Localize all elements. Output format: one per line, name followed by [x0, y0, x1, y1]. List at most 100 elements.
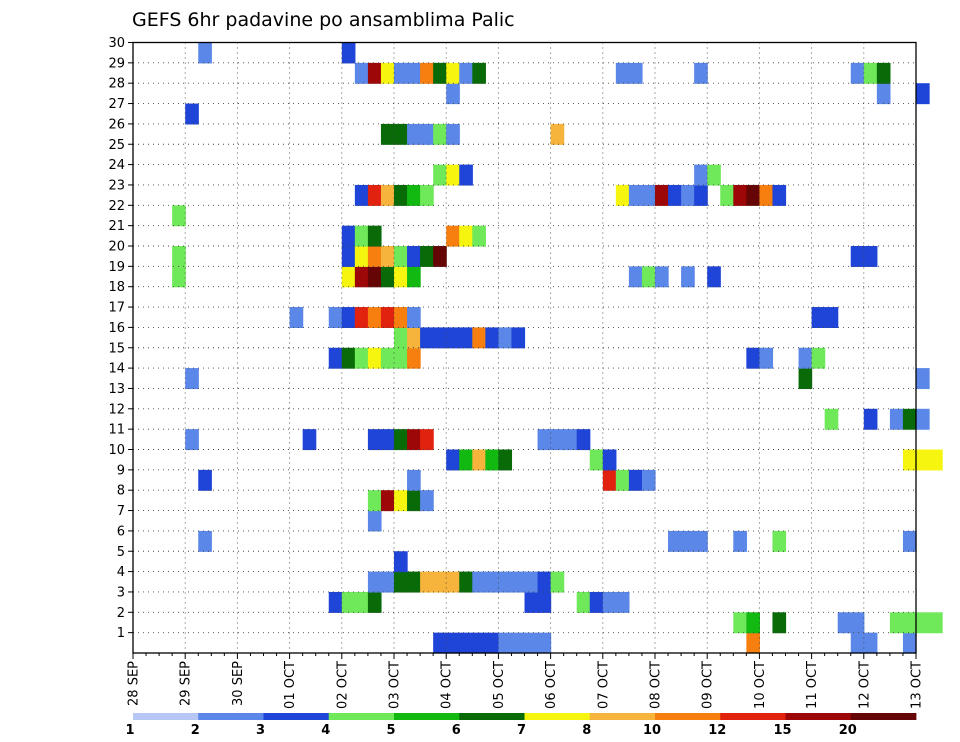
x-tick-label: 03 OCT [388, 661, 403, 709]
heatmap-cell [811, 347, 826, 369]
heatmap-cell [407, 184, 421, 206]
y-tick-label: 9 [117, 463, 125, 478]
colorbar-swatch [394, 713, 460, 720]
heatmap-cell [354, 591, 369, 613]
heatmap-cell [772, 612, 787, 634]
heatmap-cell [394, 266, 408, 288]
heatmap-cell [380, 123, 395, 145]
y-tick-label: 29 [108, 56, 125, 71]
heatmap-cell [367, 266, 382, 288]
heatmap-cell [720, 184, 734, 206]
x-tick-label: 29 SEP [179, 661, 194, 706]
colorbar-label: 1 [125, 723, 134, 738]
y-tick-label: 16 [108, 321, 125, 336]
y-tick-label: 10 [108, 443, 125, 458]
x-tick-label: 28 SEP [127, 661, 142, 706]
heatmap-cell [367, 225, 382, 247]
heatmap-cell [628, 62, 643, 84]
x-tick-label: 05 OCT [492, 661, 507, 709]
heatmap-cell [459, 62, 473, 84]
heatmap-cell [707, 266, 721, 288]
colorbar-label: 10 [643, 723, 661, 738]
heatmap-cell [407, 307, 421, 328]
heatmap-cell [537, 429, 552, 451]
heatmap-cell [407, 571, 421, 593]
y-tick-label: 6 [117, 524, 125, 539]
y-tick-label: 22 [108, 199, 125, 214]
heatmap-cell [550, 123, 565, 145]
heatmap-cell [354, 225, 369, 247]
colorbar-label: 12 [708, 723, 726, 738]
x-tick-label: 12 OCT [857, 661, 872, 709]
y-tick-label: 11 [108, 423, 125, 438]
heatmap-cell [433, 246, 447, 267]
heatmap-cell [367, 246, 382, 267]
heatmap-cell [367, 510, 382, 532]
heatmap-cell [198, 42, 212, 64]
heatmap-cell [916, 83, 930, 105]
heatmap-cell [902, 408, 917, 430]
heatmap-cell [668, 530, 682, 552]
heatmap-cell [733, 612, 747, 634]
heatmap-cell [394, 62, 408, 84]
heatmap-cell [524, 591, 539, 613]
heatmap-cell [420, 246, 434, 267]
y-tick-label: 13 [108, 382, 125, 397]
heatmap-cell [733, 530, 747, 552]
heatmap-cell [367, 429, 382, 451]
heatmap-cell [198, 530, 212, 552]
heatmap-cell [367, 62, 382, 84]
heatmap-cell [746, 347, 760, 369]
heatmap-cell [602, 591, 617, 613]
heatmap-cells [172, 42, 943, 654]
heatmap-cell [876, 83, 891, 105]
heatmap-cell [407, 123, 421, 145]
y-tick-label: 19 [108, 260, 125, 275]
heatmap-cell [407, 327, 421, 349]
y-tick-label: 15 [108, 341, 125, 356]
y-tick-label: 8 [117, 484, 125, 499]
heatmap-cell [485, 327, 499, 349]
heatmap-cell [407, 429, 421, 451]
heatmap-cell [420, 62, 434, 84]
y-tick-label: 24 [108, 158, 125, 173]
heatmap-cell [380, 246, 395, 267]
heatmap-cell [798, 347, 813, 369]
heatmap-cell [694, 164, 708, 186]
heatmap-cell [446, 571, 460, 593]
heatmap-cell [524, 571, 539, 593]
heatmap-cell [889, 408, 904, 430]
colorbar-swatch [524, 713, 591, 720]
heatmap-cell [341, 266, 356, 288]
heatmap-cell [772, 184, 787, 206]
heatmap-cell [655, 184, 669, 206]
heatmap-cell [459, 449, 473, 471]
heatmap-cell [850, 612, 865, 634]
heatmap-cell [420, 571, 434, 593]
grid-lines [133, 42, 916, 653]
heatmap-cell [459, 327, 473, 349]
heatmap-cell [537, 591, 552, 613]
heatmap-cell [328, 347, 343, 369]
heatmap-cell [367, 591, 382, 613]
heatmap-cell [420, 429, 434, 451]
x-tick-label: 01 OCT [283, 661, 298, 709]
colorbar-label: 5 [386, 723, 395, 738]
x-tick-label: 08 OCT [649, 661, 664, 709]
heatmap-cell [472, 327, 486, 349]
colorbar-label: 2 [191, 723, 200, 738]
heatmap-cell [367, 184, 382, 206]
colorbar-label: 4 [321, 723, 330, 738]
heatmap-cell [576, 591, 591, 613]
heatmap-cell [863, 408, 878, 430]
heatmap-cell [472, 62, 486, 84]
colorbar-swatch [589, 713, 656, 720]
heatmap-cell [863, 246, 878, 267]
heatmap-cell [407, 266, 421, 288]
heatmap-cell [354, 246, 369, 267]
heatmap-cell [172, 205, 186, 227]
x-axis: 28 SEP 29 SEP 30 SEP 01 OCT 02 OCT 03 OCT 04 O… [127, 653, 925, 709]
heatmap-cell [602, 449, 617, 471]
heatmap-cell [902, 612, 917, 634]
heatmap-cell [824, 307, 839, 328]
